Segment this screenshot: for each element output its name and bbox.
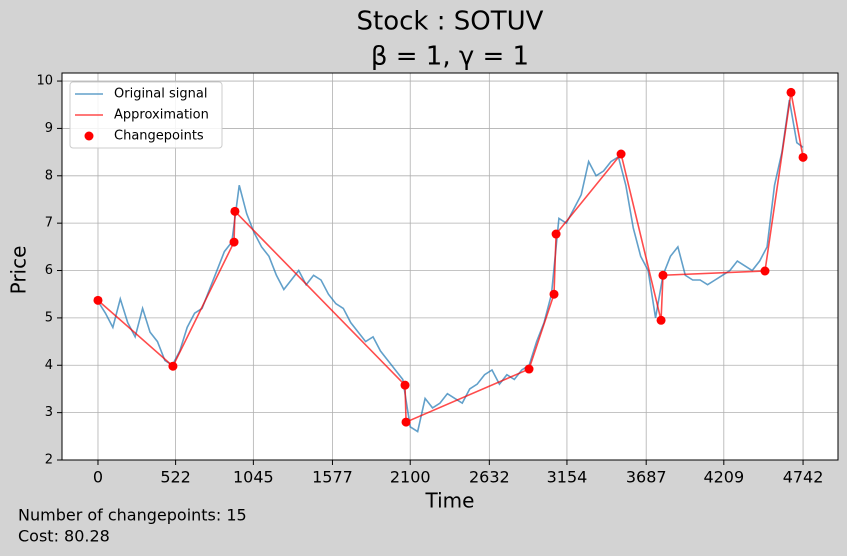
y-tick-label: 3 [45,405,53,420]
y-tick-label: 6 [45,263,53,278]
changepoint [400,380,410,390]
y-tick-label: 10 [36,74,53,89]
series-line [97,99,804,433]
y-axis-label: Price [7,246,31,295]
y-tick-label: 4 [45,358,53,373]
x-tick-label: 4209 [703,468,744,487]
changepoint [168,361,178,371]
x-tick-label: 2100 [390,468,431,487]
changepoint [551,229,561,239]
plot-frame [61,72,839,461]
annotation: Cost: 80.28 [18,527,110,546]
changepoint [230,206,240,216]
chart-subtitle: β = 1, γ = 1 [371,42,529,72]
chart-title: Stock : SOTUV [357,7,544,37]
x-tick-label: 4742 [783,468,824,487]
y-tick-label: 5 [45,310,53,325]
changepoint [401,417,411,427]
changepoint [658,270,668,280]
x-tick-label: 0 [93,468,103,487]
changepoint [229,237,239,247]
changepoint [616,149,626,159]
x-tick-label: 522 [160,468,191,487]
legend-label: Changepoints [114,129,204,144]
x-tick-label: 1045 [233,468,274,487]
y-tick-label: 8 [45,168,53,183]
x-axis-label: Time [425,489,475,513]
legend-box [69,81,223,149]
changepoint [798,152,808,162]
legend-label: Original signal [114,87,207,102]
legend-marker [84,131,94,141]
legend-label: Approximation [114,108,209,123]
changepoint [93,295,103,305]
x-tick-label: 1577 [312,468,353,487]
x-tick-label: 3154 [547,468,588,487]
y-tick-label: 9 [45,121,53,136]
y-tick-label: 7 [45,216,53,231]
changepoint [760,266,770,276]
x-tick-label: 2632 [469,468,510,487]
x-tick-label: 3687 [626,468,667,487]
changepoint [549,289,559,299]
annotation: Number of changepoints: 15 [18,506,247,525]
changepoint [656,315,666,325]
changepoint [524,364,534,374]
changepoint [786,87,796,97]
y-tick-label: 2 [45,453,53,468]
